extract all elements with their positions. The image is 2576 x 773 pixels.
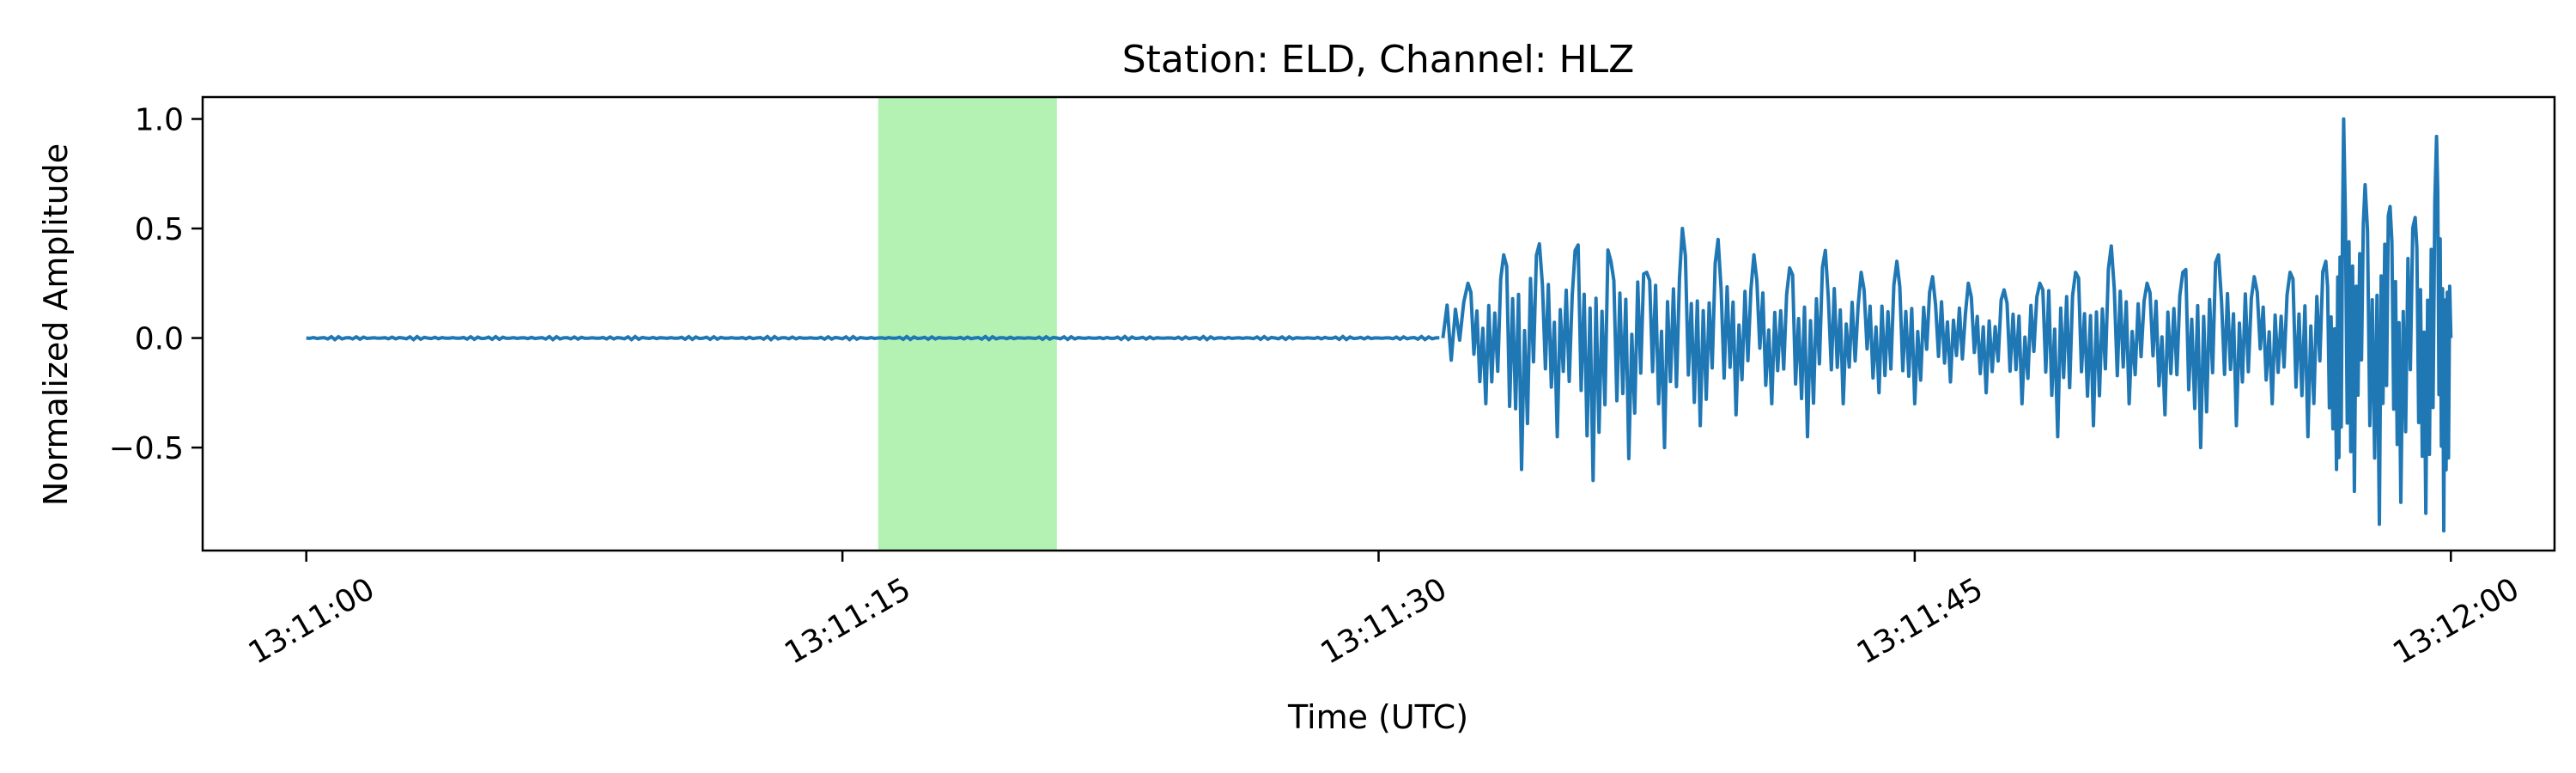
x-axis-ticks: 13:11:00 13:11:15 13:11:30 13:11:45 13:12:00 <box>243 551 2525 672</box>
plot-frame <box>201 95 2556 552</box>
waveform-pre-event <box>306 334 1440 343</box>
highlight-window <box>878 97 1057 551</box>
y-tick-label: 0.0 <box>135 322 184 357</box>
x-tick-label: 13:12:00 <box>2387 571 2525 671</box>
y-axis-ticks: 1.0 0.5 0.0 −0.5 <box>109 103 203 466</box>
x-axis-label: Time (UTC) <box>1287 698 1468 736</box>
x-tick-label: 13:11:15 <box>779 571 917 671</box>
y-tick-label: 1.0 <box>135 103 184 138</box>
y-tick-label: −0.5 <box>109 431 184 466</box>
plot-area <box>201 95 2556 552</box>
y-tick-label: 0.5 <box>135 212 184 247</box>
x-tick-label: 13:11:00 <box>243 571 381 671</box>
waveform-event <box>1441 117 2453 533</box>
y-axis-label: Normalized Amplitude <box>37 143 75 506</box>
chart-title: Station: ELD, Channel: HLZ <box>1122 38 1635 82</box>
x-tick-label: 13:11:45 <box>1851 571 1990 671</box>
x-tick-label: 13:11:30 <box>1315 571 1453 671</box>
